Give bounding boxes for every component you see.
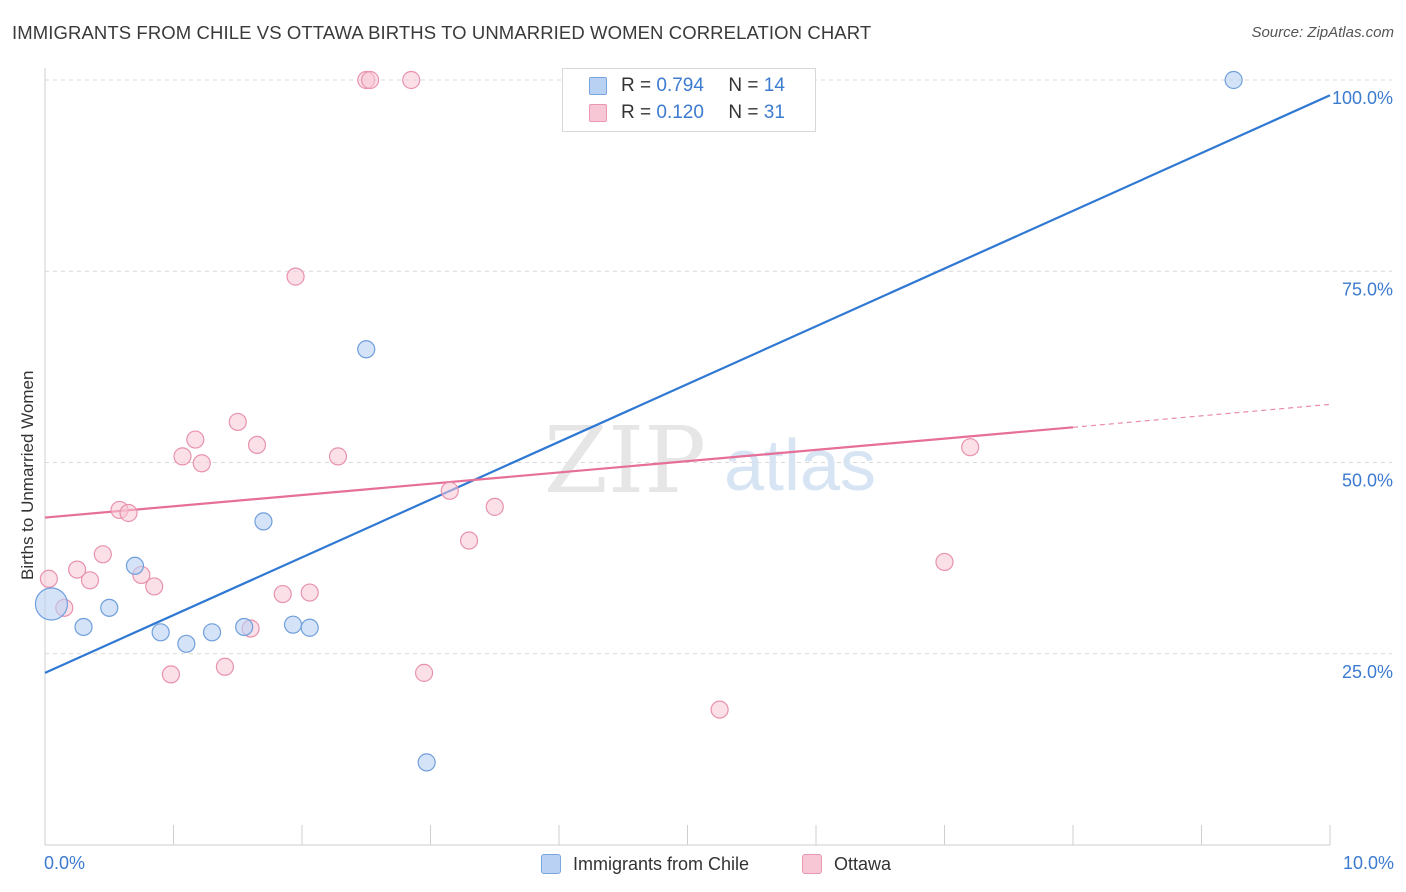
point-ottawa-24 — [414, 663, 434, 682]
point-chile-2 — [100, 598, 119, 617]
point-chile-1 — [74, 617, 93, 637]
point-ottawa-23 — [402, 70, 421, 90]
source-credit: Source: ZipAtlas.com — [1251, 24, 1394, 41]
point-ottawa-13 — [215, 657, 234, 676]
legend-row-ottawa: R = 0.120 N = 31 — [589, 101, 785, 125]
point-ottawa-25 — [440, 481, 459, 500]
point-chile-12 — [417, 753, 436, 772]
legend-label-ottawa: Ottawa — [834, 853, 892, 874]
point-chile-4 — [151, 623, 170, 642]
data-points — [34, 70, 1243, 772]
legend-swatch-ottawa — [589, 104, 607, 122]
legend-n-label: N = — [728, 102, 759, 123]
legend-n-value-chile: 14 — [763, 75, 785, 96]
point-ottawa-3 — [80, 571, 100, 590]
legend-r-value-chile: 0.794 — [656, 75, 704, 96]
trend-line-ottawa — [44, 426, 1074, 519]
point-chile-6 — [202, 623, 222, 642]
legend-n-value-ottawa: 31 — [763, 102, 785, 123]
legend-swatch-chile — [589, 77, 607, 95]
x-tick-label-max: 10.0% — [1342, 853, 1394, 873]
point-ottawa-19 — [300, 583, 319, 602]
point-ottawa-8 — [145, 577, 164, 596]
point-ottawa-22 — [361, 70, 380, 90]
correlation-legend: R = 0.794 N = 14 R = 0.120 N = 31 — [562, 68, 816, 132]
legend-r-label: R = — [621, 102, 652, 123]
point-ottawa-17 — [273, 584, 292, 604]
trend-lines — [44, 94, 1331, 674]
legend-r-value-ottawa: 0.120 — [656, 102, 704, 123]
legend-r-label: R = — [621, 75, 652, 96]
point-chile-5 — [177, 634, 196, 653]
legend-label-chile: Immigrants from Chile — [573, 853, 750, 874]
point-ottawa-20 — [328, 447, 348, 466]
point-chile-9 — [283, 615, 303, 634]
trend-line-ottawa-extension — [1072, 403, 1331, 428]
x-tick-label-min: 0.0% — [44, 853, 86, 873]
chart-title: IMMIGRANTS FROM CHILE VS OTTAWA BIRTHS T… — [12, 22, 872, 43]
point-ottawa-0 — [39, 569, 58, 588]
point-ottawa-27 — [485, 497, 504, 516]
point-ottawa-4 — [93, 545, 112, 564]
point-chile-13 — [1224, 70, 1243, 90]
series-legend-chile[interactable]: Immigrants from Chile — [541, 852, 749, 876]
point-chile-0 — [34, 587, 69, 621]
point-ottawa-26 — [459, 531, 479, 550]
y-tick-label-50: 50.0% — [1342, 471, 1393, 491]
point-ottawa-28 — [710, 700, 729, 719]
point-ottawa-6 — [119, 503, 138, 523]
point-ottawa-11 — [186, 430, 205, 449]
point-chile-10 — [300, 618, 319, 637]
y-tick-label-75: 75.0% — [1342, 279, 1393, 299]
y-tick-labels: 25.0% 50.0% 75.0% 100.0% — [1332, 88, 1393, 682]
point-chile-11 — [357, 340, 376, 359]
grid-lines — [45, 79, 1392, 655]
point-ottawa-9 — [161, 665, 181, 684]
point-chile-8 — [254, 512, 273, 531]
watermark-zip: ZIP — [544, 407, 706, 514]
legend-row-chile: R = 0.794 N = 14 — [589, 74, 785, 98]
point-ottawa-2 — [68, 560, 87, 579]
point-ottawa-12 — [192, 454, 211, 473]
trend-line-chile — [44, 94, 1331, 674]
point-ottawa-29 — [935, 552, 954, 572]
point-chile-3 — [125, 556, 145, 575]
point-ottawa-16 — [247, 435, 267, 455]
watermark-atlas: atlas — [724, 426, 876, 506]
point-ottawa-30 — [961, 438, 980, 457]
axes — [44, 68, 1331, 846]
y-tick-label-25: 25.0% — [1342, 662, 1393, 682]
point-ottawa-18 — [286, 267, 305, 286]
series-legend-ottawa[interactable]: Ottawa — [802, 852, 891, 876]
y-tick-label-100: 100.0% — [1332, 88, 1393, 108]
point-chile-7 — [235, 617, 254, 637]
legend-swatch-ottawa-bottom — [802, 854, 822, 874]
legend-n-label: N = — [728, 75, 759, 96]
zipatlas-watermark: ZIP atlas — [544, 407, 876, 514]
point-ottawa-10 — [173, 447, 192, 466]
point-ottawa-14 — [228, 412, 247, 432]
legend-swatch-chile-bottom — [541, 854, 561, 874]
